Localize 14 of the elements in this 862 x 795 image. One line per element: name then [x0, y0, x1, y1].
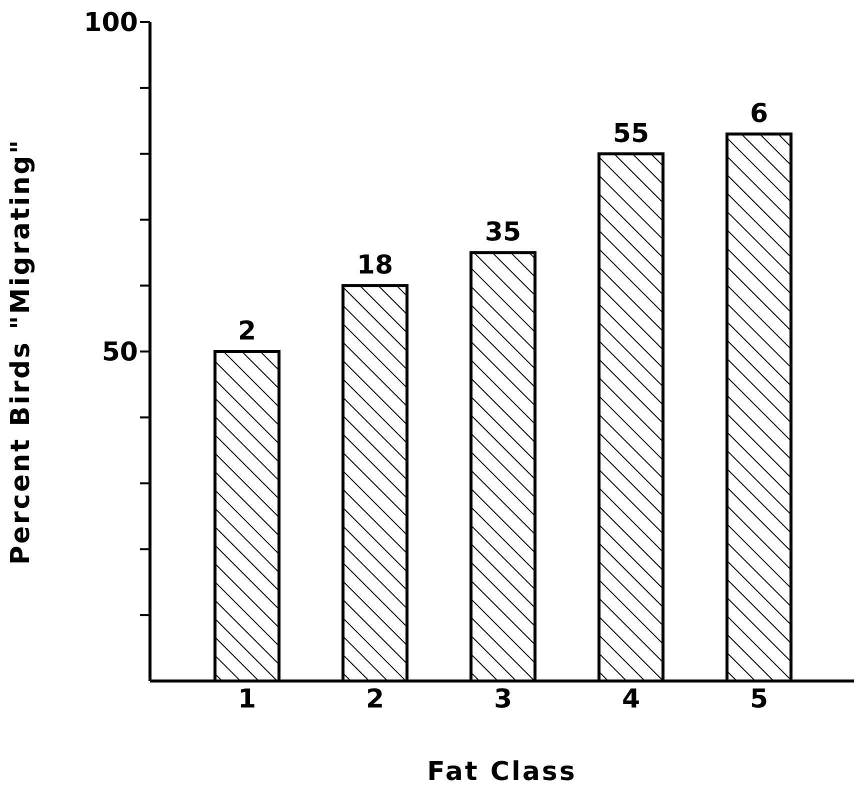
annotation: 6: [750, 99, 768, 130]
annotation: 55: [612, 118, 650, 149]
annotation: 2: [238, 316, 256, 346]
x-axis-title: Fat Class: [427, 757, 577, 787]
y-tick-label: 50: [102, 338, 138, 368]
y-tick-label: 100: [84, 8, 138, 38]
y-axis-title: Percent Birds "Migrating": [6, 138, 36, 565]
x-tick-label: 2: [366, 684, 384, 714]
x-tick-label: 4: [622, 684, 640, 714]
annotation: 35: [484, 218, 522, 248]
x-tick-label: 1: [238, 684, 256, 714]
annotation: 18: [356, 250, 394, 281]
x-tick-label: 3: [494, 684, 512, 714]
x-tick-label: 5: [750, 684, 768, 714]
